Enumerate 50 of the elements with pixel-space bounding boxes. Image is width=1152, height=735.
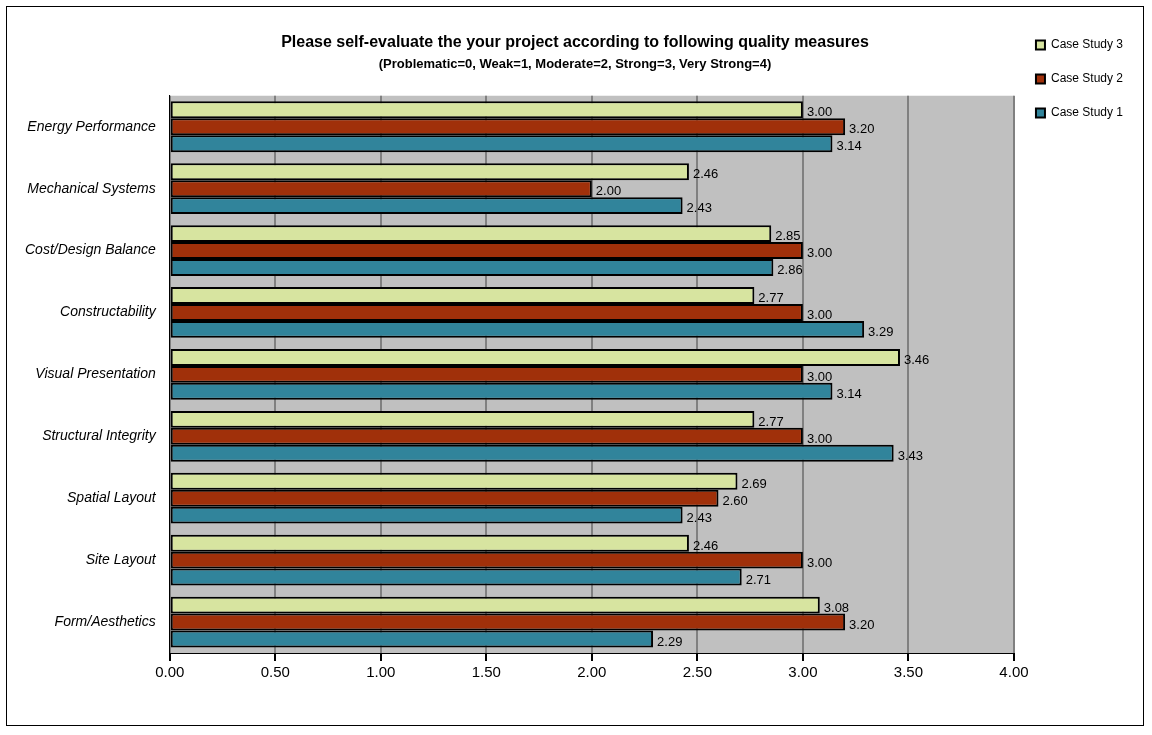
data-label: 3.20 xyxy=(849,616,875,632)
data-label: 2.43 xyxy=(686,200,712,216)
x-tick-label: 0.50 xyxy=(260,663,290,681)
legend-label: Case Study 1 xyxy=(1050,105,1124,120)
data-label: 2.43 xyxy=(686,509,712,525)
y-tick-label: Form/Aesthetics xyxy=(54,612,156,629)
data-label: 3.00 xyxy=(806,104,833,120)
x-tick-label: 1.50 xyxy=(471,663,501,681)
x-tick-label: 1.00 xyxy=(366,663,396,681)
data-label: 3.00 xyxy=(806,554,833,570)
data-label: 2.00 xyxy=(595,183,622,199)
data-label: 2.86 xyxy=(777,262,803,278)
data-label: 3.29 xyxy=(868,323,894,339)
y-tick-label: Constructability xyxy=(60,303,157,320)
data-label: 2.77 xyxy=(758,413,784,429)
chart-subtitle: (Problematic=0, Weak=1, Moderate=2, Strong=3, Very Strong=4) xyxy=(378,55,772,71)
y-tick-label: Cost/Design Balance xyxy=(24,241,156,258)
data-label: 3.20 xyxy=(849,121,875,137)
y-tick-label: Mechanical Systems xyxy=(27,179,156,196)
data-label: 3.00 xyxy=(806,307,833,323)
data-label: 2.85 xyxy=(775,228,801,244)
data-label: 2.77 xyxy=(758,290,784,306)
data-label: 3.00 xyxy=(806,368,833,384)
data-label: 2.46 xyxy=(692,166,719,182)
y-tick-label: Site Layout xyxy=(85,551,157,568)
data-label: 2.69 xyxy=(741,475,767,491)
data-label: 3.00 xyxy=(806,430,833,446)
data-label: 3.14 xyxy=(836,138,862,154)
data-label: 2.60 xyxy=(722,492,748,508)
x-tick-label: 4.00 xyxy=(999,663,1029,681)
data-label: 2.46 xyxy=(692,537,719,553)
legend-label: Case Study 3 xyxy=(1050,37,1124,52)
y-tick-label: Structural Integrity xyxy=(42,427,157,444)
x-tick-label: 3.50 xyxy=(893,663,924,681)
chart-title: Please self-evaluate the your project according to following quality measures xyxy=(281,33,869,51)
x-tick-label: 2.50 xyxy=(682,663,712,681)
data-label: 3.14 xyxy=(836,385,862,401)
y-tick-label: Spatial Layout xyxy=(67,489,157,506)
data-label: 3.00 xyxy=(806,245,833,261)
legend-label: Case Study 2 xyxy=(1050,71,1124,86)
data-label: 3.46 xyxy=(903,352,930,368)
data-label: 2.71 xyxy=(745,571,772,587)
x-tick-label: 2.00 xyxy=(577,663,607,681)
x-tick-label: 0.00 xyxy=(155,663,185,681)
y-tick-label: Visual Presentation xyxy=(35,365,156,382)
data-label: 3.08 xyxy=(823,599,850,615)
y-tick-label: Energy Performance xyxy=(27,117,156,134)
data-label: 2.29 xyxy=(657,633,683,649)
x-tick-label: 3.00 xyxy=(788,663,818,681)
data-label: 3.43 xyxy=(897,447,923,463)
